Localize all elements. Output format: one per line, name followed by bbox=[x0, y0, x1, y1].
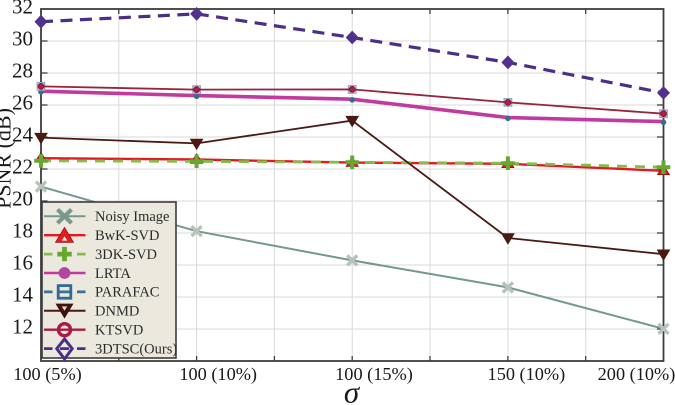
svg-text:100 (15%): 100 (15%) bbox=[335, 364, 413, 385]
svg-text:26: 26 bbox=[12, 91, 33, 115]
svg-text:σ: σ bbox=[344, 375, 361, 405]
svg-text:PSNR (dB): PSNR (dB) bbox=[0, 108, 16, 209]
svg-text:28: 28 bbox=[12, 59, 33, 83]
svg-text:3DTSC(Ours): 3DTSC(Ours) bbox=[95, 341, 177, 357]
svg-text:24: 24 bbox=[12, 123, 34, 147]
svg-text:PARAFAC: PARAFAC bbox=[95, 285, 159, 301]
svg-text:16: 16 bbox=[12, 251, 33, 275]
svg-text:12: 12 bbox=[12, 315, 33, 339]
svg-text:32: 32 bbox=[12, 0, 33, 19]
svg-text:100 (10%): 100 (10%) bbox=[179, 364, 257, 385]
svg-text:22: 22 bbox=[12, 155, 33, 179]
svg-text:18: 18 bbox=[12, 219, 33, 243]
svg-text:3DK-SVD: 3DK-SVD bbox=[95, 247, 157, 263]
svg-text:30: 30 bbox=[12, 27, 33, 51]
svg-text:BwK-SVD: BwK-SVD bbox=[95, 228, 159, 244]
svg-text:150 (10%): 150 (10%) bbox=[488, 364, 566, 385]
svg-text:LRTA: LRTA bbox=[95, 266, 131, 282]
svg-text:DNMD: DNMD bbox=[95, 304, 139, 320]
svg-text:100 (5%): 100 (5%) bbox=[13, 364, 82, 385]
svg-text:KTSVD: KTSVD bbox=[95, 323, 143, 339]
svg-text:Noisy Image: Noisy Image bbox=[95, 209, 170, 225]
svg-text:200 (10%): 200 (10%) bbox=[598, 364, 675, 385]
svg-text:20: 20 bbox=[12, 187, 33, 211]
svg-text:14: 14 bbox=[12, 283, 34, 307]
